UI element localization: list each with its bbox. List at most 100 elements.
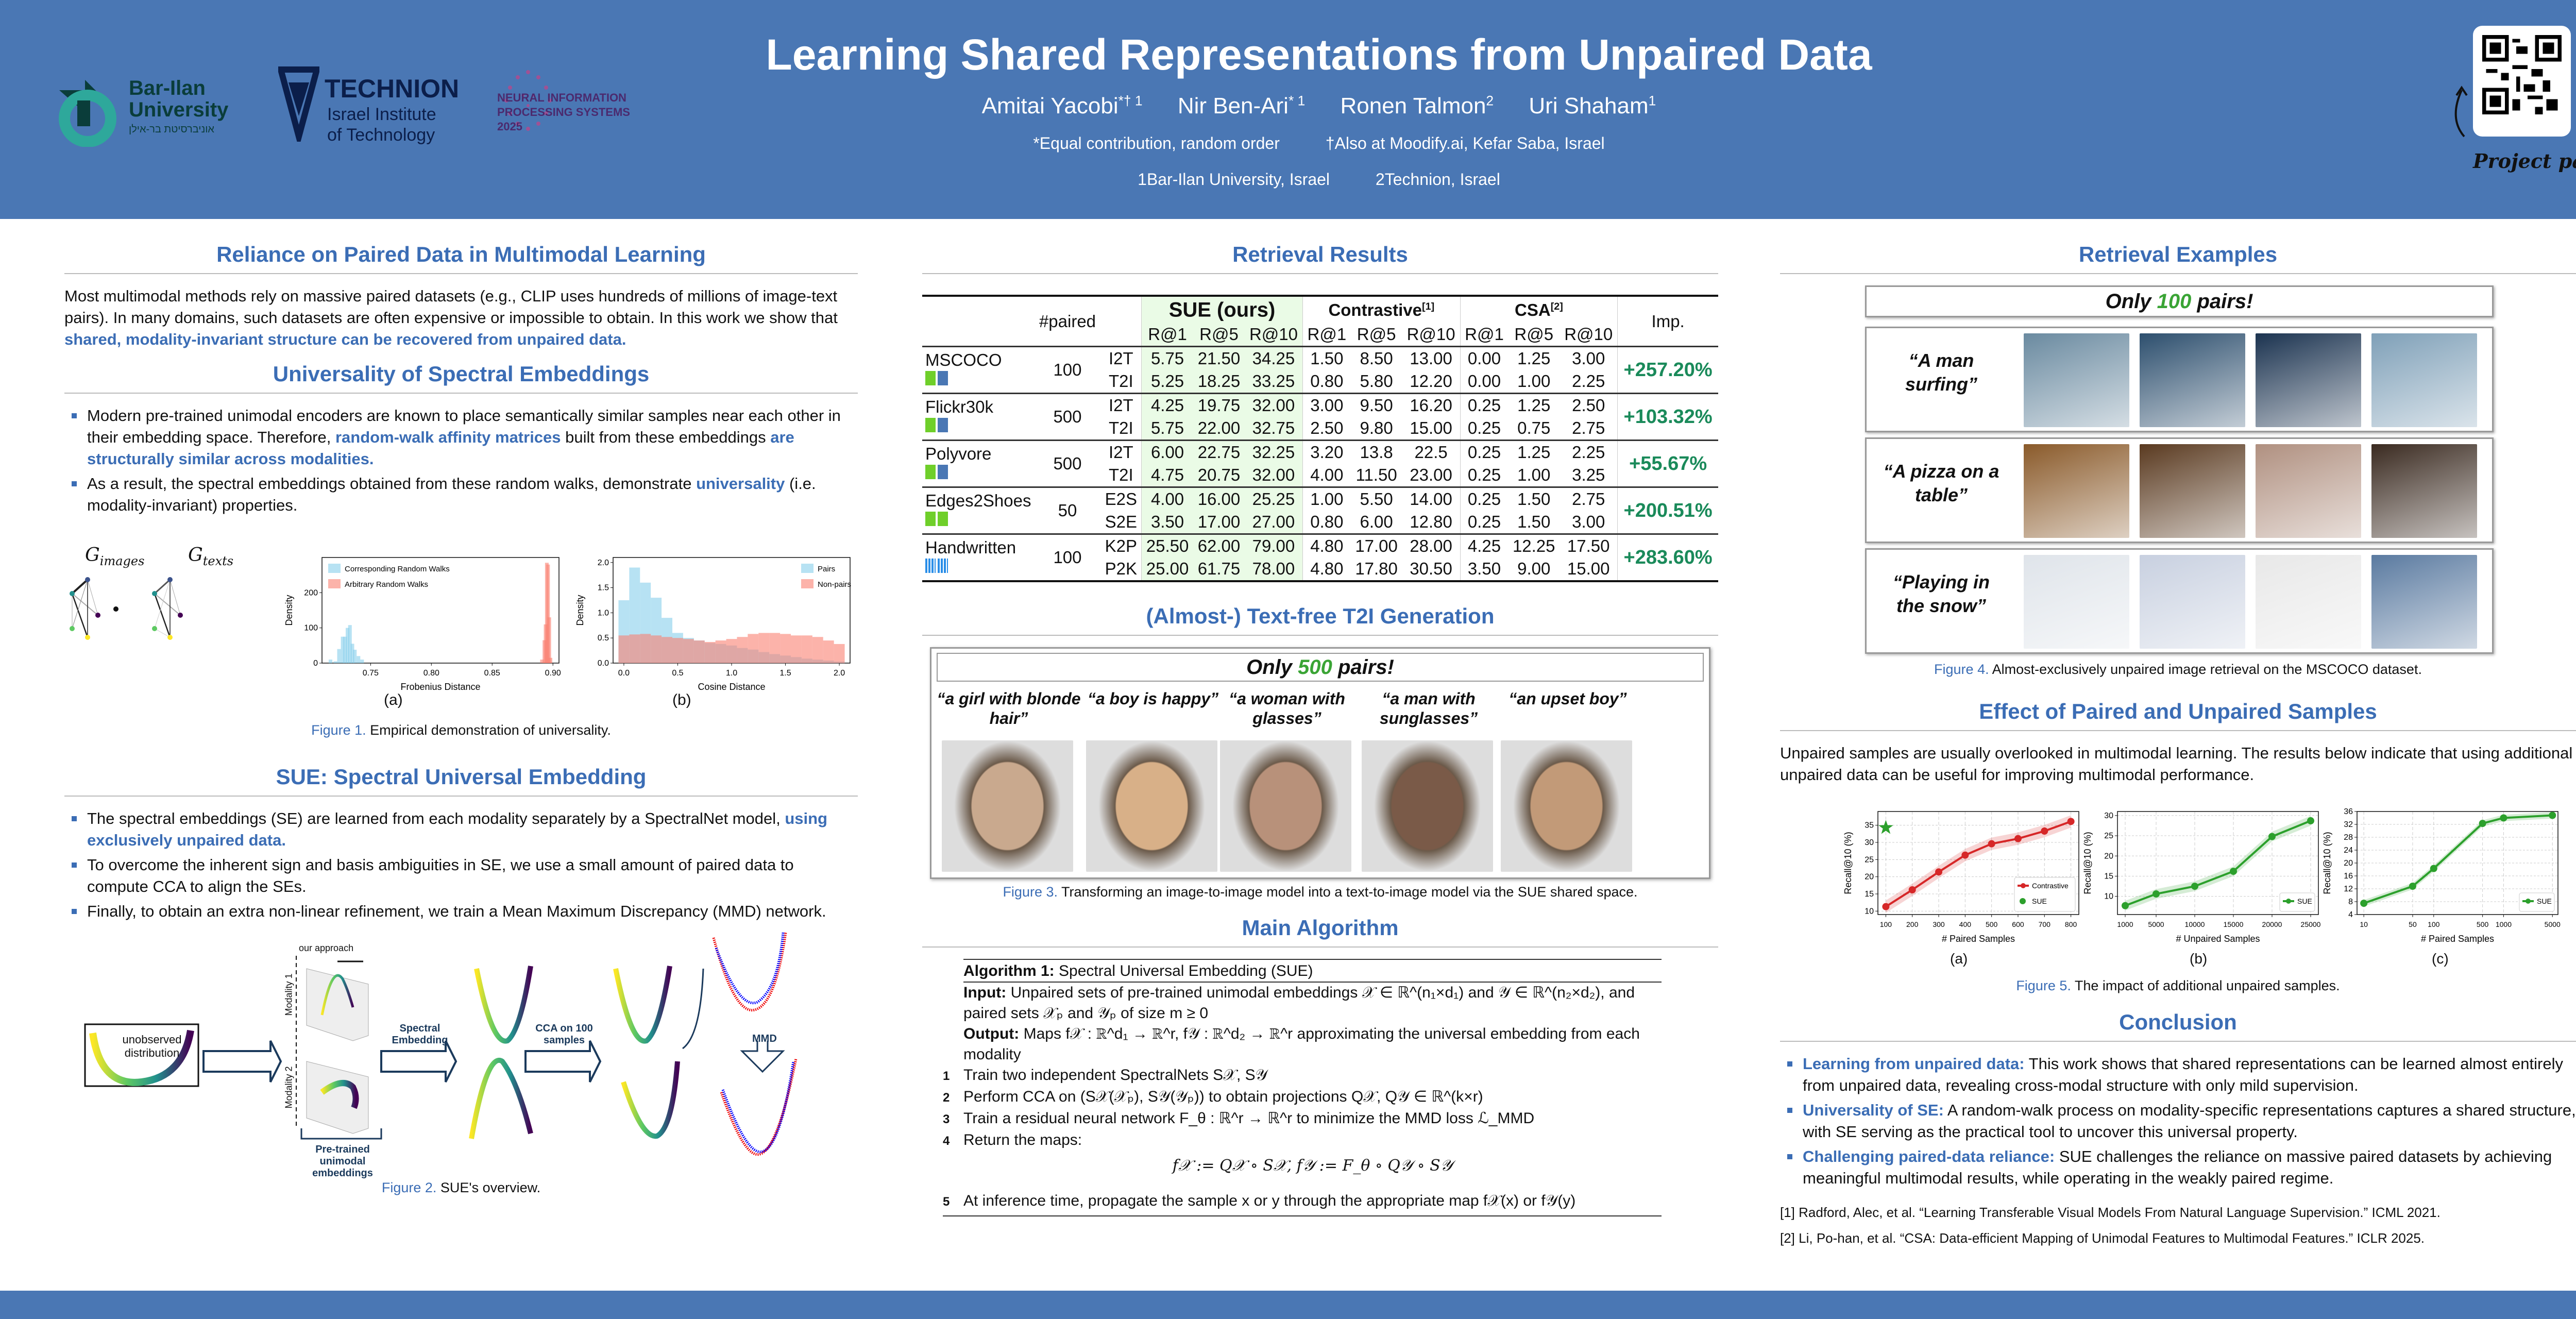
- legend-swatch: [801, 564, 814, 573]
- data-point: [1988, 840, 1995, 848]
- direction-cell: I2T: [1100, 439, 1142, 464]
- algorithm-step: 3 Train a residual neural network F_θ : ℝ…: [943, 1110, 1535, 1127]
- retrieved-image: [2140, 444, 2245, 538]
- value-cell: 3.20: [1302, 439, 1351, 464]
- table-row: T2I 4.75 20.75 32.00 4.00 11.50 23.00 0.25 1.00 3…: [922, 464, 1718, 487]
- histogram-bar: [791, 635, 802, 663]
- direction-cell: T2I: [1108, 465, 1133, 485]
- value-cell: 22.75: [1193, 439, 1245, 464]
- algorithm-step: 2 Perform CCA on (S𝒳(𝒳ₚ), S𝒴(𝒴ₚ)) to obta…: [943, 1088, 1483, 1106]
- pretrained-embeddings-label: Pre-trained unimodal embeddings: [312, 1144, 373, 1179]
- value-cell: 27.00: [1244, 511, 1303, 534]
- mmd-label: MMD: [752, 1033, 777, 1044]
- direction-cell: T2I: [1108, 371, 1133, 391]
- col-metric: R@1: [1302, 323, 1351, 347]
- references: [1] Radford, Alec, et al. “Learning Tran…: [1780, 1204, 2576, 1247]
- author: Amitai Yacobi*† 1: [981, 93, 1143, 119]
- value-cell: 32.00: [1244, 464, 1303, 487]
- x-tick-label: 0.80: [423, 669, 439, 678]
- grid-modality-icon: [938, 559, 948, 573]
- x-axis-label: # Unpaired Samples: [2176, 934, 2260, 944]
- grid-modality-icon: [925, 559, 936, 573]
- x-tick-label: 500: [2477, 920, 2489, 928]
- value-cell: 34.25: [1244, 346, 1303, 370]
- value-cell: 17.00: [1350, 533, 1402, 558]
- x-tick-label: 500: [1986, 920, 1998, 928]
- x-tick-label: 10: [2360, 920, 2368, 928]
- series-line: [1885, 820, 2072, 908]
- value-cell: 4.75: [1141, 464, 1194, 487]
- algorithm-output: Output: Maps f𝒳 : ℝ^d₁ → ℝ^r, f𝒴 : ℝ^d₂ …: [963, 1025, 1640, 1063]
- value-cell: 21.50: [1193, 346, 1245, 370]
- histogram-bar: [780, 634, 791, 663]
- y-tick-label: 20: [1865, 873, 1874, 882]
- value-cell: 15.00: [1410, 418, 1452, 438]
- retrieved-image: [2256, 555, 2361, 649]
- legend-marker: [2286, 899, 2291, 904]
- value-cell: 12.20: [1410, 371, 1452, 391]
- value-cell: 32.75: [1244, 417, 1303, 441]
- example-row: “Playing in the snow”: [1865, 548, 2494, 654]
- value-cell: 12.80: [1410, 512, 1452, 532]
- value-cell: 79.00: [1244, 533, 1303, 558]
- histogram-bar: [360, 660, 364, 663]
- generated-face-image: [1501, 740, 1632, 872]
- image-modality-icon: [925, 371, 936, 386]
- plot-frame: [321, 557, 560, 664]
- legend-label: SUE: [2032, 897, 2047, 905]
- author-list: Amitai Yacobi*† 1 Nir Ben-Ari* 1 Ronen T…: [0, 93, 2576, 119]
- reference: [1] Radford, Alec, et al. “Learning Tran…: [1780, 1205, 2441, 1220]
- curved-arrow-icon: [2454, 86, 2468, 138]
- y-tick-label: 10: [2104, 892, 2113, 901]
- value-cell: 12.25: [1508, 533, 1560, 558]
- data-point: [2153, 890, 2160, 898]
- example-row: “A man surfing”: [1865, 327, 2494, 432]
- col-paired: #paired: [1039, 311, 1096, 331]
- value-cell: 28.00: [1402, 533, 1461, 558]
- y-axis-label: Recall@10 (%): [2322, 832, 2332, 894]
- series-line: [2125, 820, 2311, 907]
- project-page-label[interactable]: Project page: [2473, 149, 2576, 173]
- data-point: [2479, 820, 2486, 827]
- value-cell: 32.00: [1244, 393, 1303, 417]
- subfigure-label-b: (b): [672, 691, 691, 708]
- affiliations: 1Bar-Ilan University, Israel 2Technion, …: [0, 170, 2576, 189]
- value-cell: 2.25: [1560, 439, 1618, 464]
- data-point: [2014, 835, 2022, 842]
- value-cell: 5.25: [1141, 370, 1194, 394]
- value-cell: 1.00: [1517, 371, 1551, 391]
- bullet: Finally, to obtain an extra non-linear r…: [64, 901, 858, 922]
- histogram-bar: [629, 634, 640, 663]
- technion-sub1: Israel Institute: [327, 105, 436, 124]
- middle-column: Retrieval Results #paired SUE (ours) Contr…: [922, 242, 1718, 1217]
- histogram-bar: [346, 628, 350, 663]
- value-cell: 3.00: [1560, 346, 1618, 370]
- qr-code[interactable]: [2473, 26, 2571, 137]
- section-title-algorithm: Main Algorithm: [922, 916, 1718, 948]
- y-tick-label: 0.5: [598, 634, 609, 642]
- direction-cell: I2T: [1100, 346, 1142, 370]
- chart-paired-sue: 4 8 12 16 20 24 28 32 36 10 50 100 500 1000 5000 # Pair…: [2322, 807, 2561, 944]
- histogram-bar: [350, 644, 354, 663]
- section-title-retrieval: Retrieval Results: [922, 242, 1718, 274]
- value-cell: 1.25: [1508, 346, 1560, 370]
- generated-face-image: [1220, 740, 1351, 872]
- paired-cell: 100: [1034, 533, 1101, 582]
- image-modality-icon: [938, 512, 948, 527]
- col-metric: R@10: [1244, 323, 1303, 347]
- data-point: [2041, 827, 2048, 835]
- direction-cell: I2T: [1100, 393, 1142, 417]
- note-moodify: †Also at Moodify.ai, Kefar Saba, Israel: [1325, 134, 1605, 153]
- poster-header: Bar-Ilan University אוניברסיטת בר-אילן T…: [0, 0, 2576, 219]
- legend-label: Non-pairs: [818, 580, 851, 589]
- retrieved-image: [2256, 444, 2361, 538]
- subfigure-label-a: (a): [384, 691, 403, 708]
- legend-label: SUE: [2537, 897, 2552, 905]
- x-tick-label: 700: [2039, 920, 2051, 928]
- value-cell: 2.25: [1572, 371, 1605, 391]
- value-cell: 0.25: [1460, 439, 1509, 464]
- improvement-cell: +55.67%: [1617, 439, 1718, 487]
- bullet: Universality of SE: A random-walk proces…: [1780, 1100, 2576, 1143]
- t2i-prompt: “an upset boy”: [1509, 689, 1627, 708]
- image-modality-icon: [925, 512, 936, 527]
